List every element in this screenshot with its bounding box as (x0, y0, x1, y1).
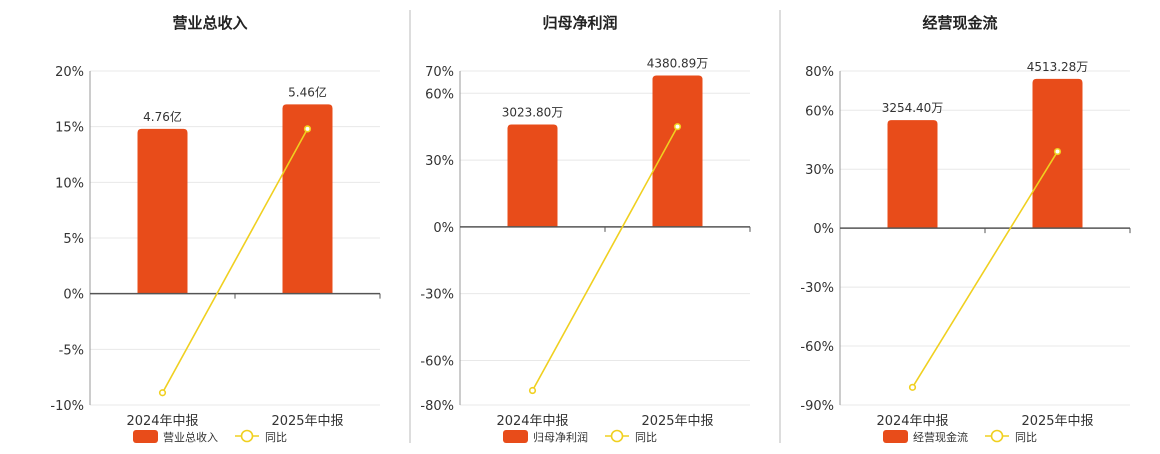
y-tick-label: 15% (55, 121, 84, 136)
line-series (911, 151, 1059, 388)
line-point (1053, 147, 1062, 156)
y-tick-label: -10% (50, 399, 84, 414)
chart-panel-2: 归母净利润 70% 60% 30% 0% -30% -60% -80% 3023.80万 4380… (420, 14, 751, 444)
bar-value-label: 3023.80万 (502, 105, 564, 119)
bar (137, 128, 188, 294)
bar (887, 120, 938, 229)
chart-title: 归母净利润 (542, 14, 617, 32)
y-tick-label: 10% (55, 176, 84, 191)
legend-bar-label: 归母净利润 (533, 430, 588, 444)
y-tick-label: -30% (800, 281, 834, 296)
line-point (158, 389, 167, 397)
legend-line-label: 同比 (1015, 431, 1037, 444)
y-tick-label: 0% (433, 221, 454, 236)
legend-line-marker (990, 429, 1004, 443)
x-tick-label: 2024年中报 (496, 414, 568, 429)
legend-bar-label: 经营现金流 (913, 430, 968, 444)
x-tick-label: 2025年中报 (641, 414, 713, 429)
legend-line-marker (610, 429, 624, 443)
line-point (528, 386, 537, 395)
bar-value-label: 4380.89万 (647, 56, 709, 70)
y-tick-label: -90% (800, 399, 834, 414)
chart-panel-1: 营业总收入 20% 15% 10% 5% 0% -5% -10% 4.76亿 5.46亿 2024年… (50, 14, 381, 444)
legend-line-label: 同比 (265, 431, 287, 444)
chart-title: 经营现金流 (922, 14, 997, 32)
x-tick-label: 2025年中报 (271, 414, 343, 429)
y-tick-label: 20% (55, 65, 84, 80)
y-tick-label: 70% (425, 65, 454, 80)
y-tick-label: 60% (425, 87, 454, 102)
y-tick-label: -60% (800, 340, 834, 355)
bar-value-label: 3254.40万 (882, 101, 944, 115)
y-tick-label: 0% (63, 288, 84, 303)
y-tick-label: 30% (805, 163, 834, 178)
y-tick-label: -30% (420, 288, 454, 303)
y-tick-label: 80% (805, 65, 834, 80)
line-series (531, 126, 679, 391)
line-point (303, 125, 312, 133)
legend-bar-swatch (133, 430, 158, 443)
bar (652, 75, 703, 227)
y-tick-label: -5% (59, 343, 84, 358)
legend-bar-swatch (503, 430, 528, 443)
x-tick-label: 2024年中报 (876, 414, 948, 429)
x-tick-label: 2024年中报 (126, 414, 198, 429)
line-series (161, 128, 309, 394)
legend-line-label: 同比 (635, 431, 657, 444)
bar-value-label: 4513.28万 (1027, 60, 1089, 74)
bar (507, 124, 558, 227)
bar-value-label: 4.76亿 (143, 109, 182, 124)
chart-title: 营业总收入 (172, 14, 247, 32)
y-tick-label: -80% (420, 399, 454, 414)
y-tick-label: 5% (63, 232, 84, 247)
bar (282, 104, 333, 294)
legend-line-marker (240, 429, 254, 443)
y-tick-label: -60% (420, 354, 454, 369)
line-point (908, 383, 917, 391)
bar-value-label: 5.46亿 (288, 84, 327, 99)
y-tick-label: 30% (425, 154, 454, 169)
y-tick-label: 0% (813, 222, 834, 237)
line-point (673, 123, 682, 131)
chart-panel-3: 经营现金流 80% 60% 30% 0% -30% -60% -90% 3254.40万 4513… (800, 14, 1131, 444)
legend-bar-label: 营业总收入 (163, 430, 218, 444)
x-tick-label: 2025年中报 (1021, 414, 1093, 429)
legend-bar-swatch (883, 430, 908, 443)
y-tick-label: 60% (805, 104, 834, 119)
